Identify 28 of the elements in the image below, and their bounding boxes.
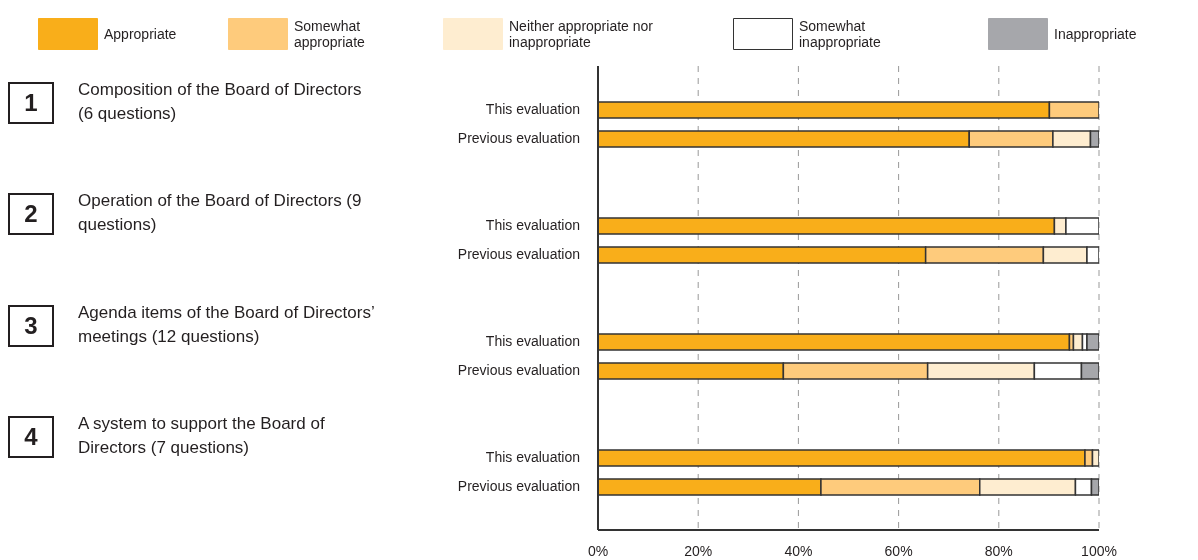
text: Operation of the Board of Directors (9 questions): [78, 190, 363, 237]
y-tick-label: This evaluation: [485, 333, 580, 350]
y-tick-label: Previous evaluation: [457, 478, 580, 495]
y-tick-label: This evaluation: [485, 449, 580, 466]
y-tick-label: This evaluation: [485, 217, 580, 234]
x-tick-label: 100%: [1081, 542, 1117, 559]
legend-label: Inappropriate: [1054, 26, 1138, 42]
text: Composition of the Board of Directors (6 questions): [78, 78, 363, 125]
y-tick-label: This evaluation: [485, 101, 580, 118]
text: 2: [8, 193, 54, 236]
bar: [1086, 333, 1099, 351]
legend-label: Somewhat appropriate: [294, 18, 366, 50]
x-tick-label: 20%: [684, 542, 713, 559]
text: Agenda items of the Board of Directors’ meetings (12 questions): [78, 301, 376, 348]
x-tick-label: 0%: [587, 542, 609, 559]
legend-label: Appropriate: [104, 26, 178, 42]
text: 3: [8, 304, 54, 347]
y-tick-label: Previous evaluation: [457, 246, 580, 263]
text: A system to support the Board of Directors (7 questions): [78, 413, 326, 460]
x-tick-label: 40%: [784, 542, 813, 559]
legend-label: Somewhat inappropriate: [799, 18, 882, 50]
text: 1: [8, 81, 54, 124]
y-tick-label: Previous evaluation: [457, 362, 580, 379]
x-tick-label: 60%: [884, 542, 913, 559]
legend-label: Neither appropriate nor inappropriate: [509, 18, 654, 50]
x-tick-label: 80%: [984, 542, 1013, 559]
y-tick-label: Previous evaluation: [457, 130, 580, 147]
text: 4: [8, 416, 54, 459]
